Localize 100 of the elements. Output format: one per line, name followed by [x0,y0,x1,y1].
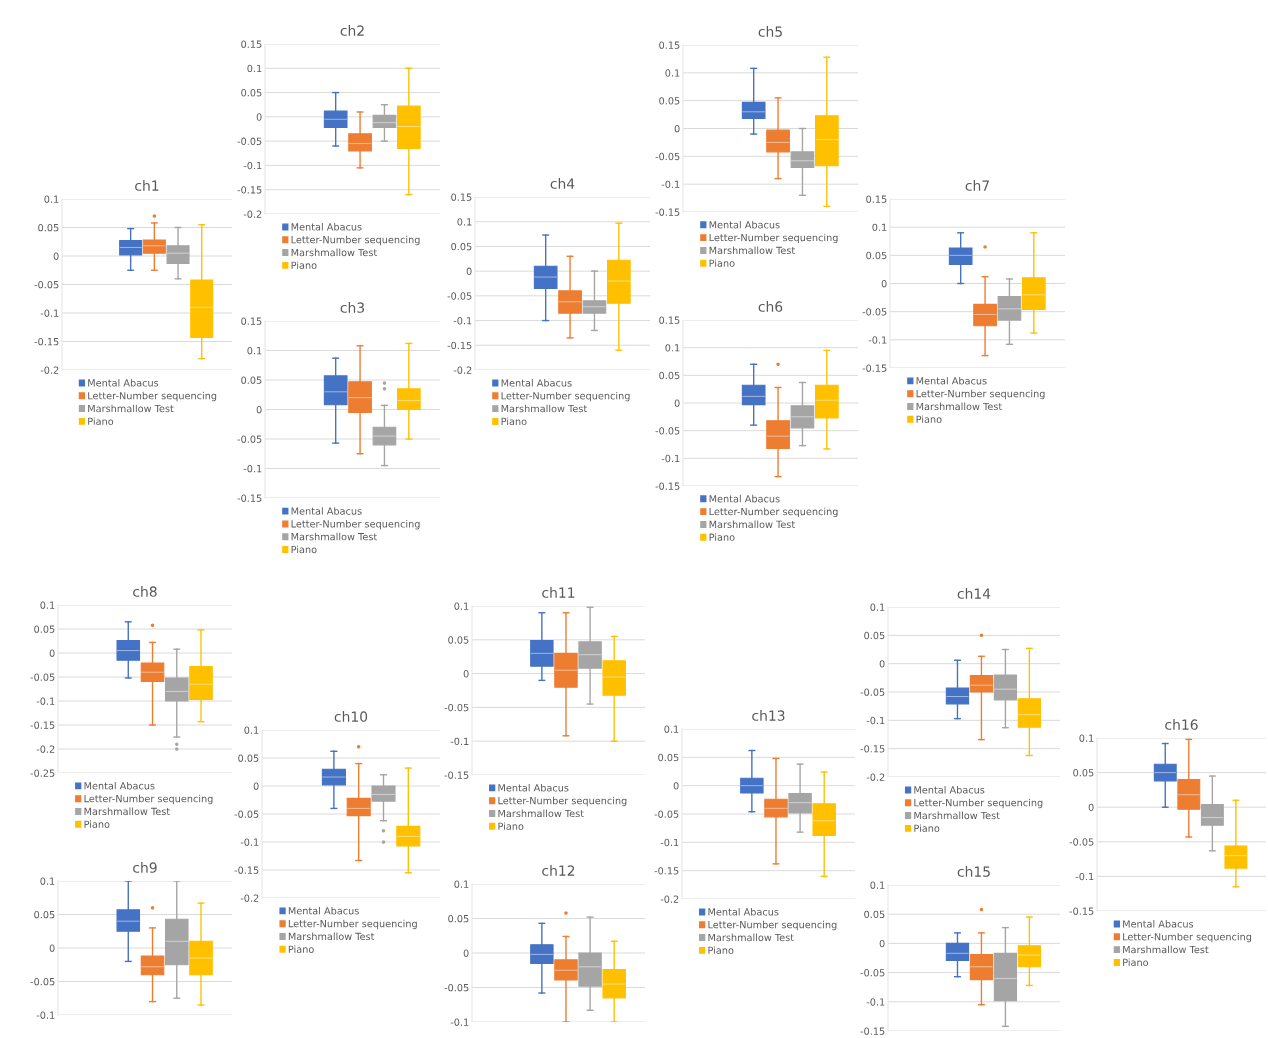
legend-label: Marshmallow Test [709,520,795,529]
y-tick-label: -0.1 [243,464,262,473]
y-tick-label: -0.05 [34,280,59,289]
chart-title: ch1 [135,180,159,191]
y-tick-label: 0.05 [448,636,469,644]
y-tick-label: 0 [49,649,55,657]
chart-title: ch10 [334,711,368,722]
legend-label: Letter-Number sequencing [709,233,838,244]
chart-title: ch12 [542,865,575,876]
y-tick-label: -0.1 [661,180,680,188]
legend-label: Piano [288,945,314,953]
y-tick-label: -0.05 [30,673,55,681]
legend-label: Piano [84,820,110,828]
legend-label: Letter-Number sequencing [288,919,417,930]
y-tick-label: 0.1 [664,725,679,733]
y-tick-label: 0.1 [44,195,59,203]
legend-label: Marshmallow Test [916,402,1002,411]
legend-label: Marshmallow Test [914,811,1000,820]
y-tick-label: 0.05 [659,97,680,105]
legend-label: Mental Abacus [708,907,779,916]
y-tick-label: -0.15 [655,208,680,216]
y-tick-label: 0 [1088,803,1094,812]
legend-label: Piano [916,415,942,423]
legend-label: Piano [709,259,735,267]
legend-label: Letter-Number sequencing [916,389,1045,400]
legend-label: Letter-Number sequencing [291,520,420,530]
chart-title: ch9 [133,862,157,873]
y-tick-label: -0.2 [240,894,259,902]
y-tick-label: -0.05 [237,137,262,145]
y-tick-label: 0.05 [658,753,679,762]
chart-title: ch5 [758,26,782,37]
y-tick-label: 0 [674,399,680,407]
legend-label: Mental Abacus [1123,920,1194,928]
chart-title: ch16 [1165,719,1198,730]
y-tick-label: 0.05 [38,223,59,232]
y-tick-label: -0.05 [447,292,472,300]
y-tick-label: -0.1 [866,716,885,725]
legend-label: Marshmallow Test [291,248,377,257]
y-tick-label: -0.05 [860,969,885,977]
y-tick-label: 0.15 [659,41,680,49]
y-tick-label: -0.1 [450,737,469,746]
y-tick-label: -0.1 [868,336,887,344]
chart-title: ch4 [550,178,575,189]
legend-label: Letter-Number sequencing [88,391,217,402]
legend-label: Letter-Number sequencing [501,391,630,402]
y-tick-label: -0.15 [860,1027,885,1035]
y-tick-label: -0.15 [30,721,55,729]
legend-label: Marshmallow Test [291,532,377,541]
y-tick-label: -0.15 [1069,907,1094,915]
y-tick-label: 0 [463,949,469,957]
y-tick-label: 0 [881,279,887,288]
y-tick-label: 0.15 [241,40,262,48]
legend-label: Piano [291,261,317,269]
y-tick-label: 0 [466,267,472,275]
y-tick-label: -0.15 [862,364,887,372]
y-tick-label: -0.1 [36,1011,55,1019]
legend-label: Marshmallow Test [88,404,174,413]
y-tick-label: 0.05 [34,625,55,633]
y-tick-label: -0.05 [1069,838,1094,846]
legend-label: Mental Abacus [501,379,572,387]
y-tick-label: 0.1 [454,880,469,888]
y-tick-label: -0.15 [654,867,679,875]
legend-label: Marshmallow Test [708,933,794,942]
y-tick-label: -0.2 [40,366,59,374]
y-tick-label: -0.1 [240,838,259,846]
legend-label: Marshmallow Test [498,809,584,818]
legend-label: Letter-Number sequencing [1123,932,1252,943]
y-tick-label: -0.2 [453,366,472,374]
y-tick-label: -0.2 [36,745,55,753]
chart-title: ch3 [340,302,365,313]
y-tick-label: 0.1 [457,218,472,226]
chart-title: ch7 [965,180,989,191]
y-tick-label: 0.05 [451,242,472,251]
y-tick-label: 0.1 [247,64,262,73]
y-tick-label: 0.1 [870,881,885,889]
legend-label: Mental Abacus [88,379,159,387]
y-tick-label: -0.2 [660,895,679,903]
y-tick-label: 0.05 [238,754,259,762]
y-tick-label: -0.15 [237,494,262,502]
y-tick-label: -0.1 [1075,872,1094,881]
y-tick-label: 0.1 [870,603,885,611]
y-tick-label: 0.1 [872,223,887,231]
y-tick-label: -0.15 [860,745,885,753]
legend-label: Mental Abacus [288,906,359,915]
y-tick-label: -0.05 [655,427,680,435]
legend-label: Mental Abacus [498,783,569,792]
legend-label: Piano [708,946,734,954]
y-tick-label: -0.05 [234,810,259,818]
y-tick-label: 0 [879,939,885,948]
legend-label: Mental Abacus [916,376,987,385]
legend-label: Marshmallow Test [84,807,170,816]
legend-label: Mental Abacus [291,222,362,231]
chart-title: ch11 [542,587,575,598]
legend-label: Piano [709,533,735,541]
y-tick-label: -0.05 [655,152,680,161]
y-tick-label: 0 [463,670,469,678]
y-tick-label: 0 [253,782,259,790]
y-tick-label: -0.15 [237,186,262,194]
y-tick-label: -0.05 [444,703,469,712]
chart-title: ch8 [133,586,157,597]
